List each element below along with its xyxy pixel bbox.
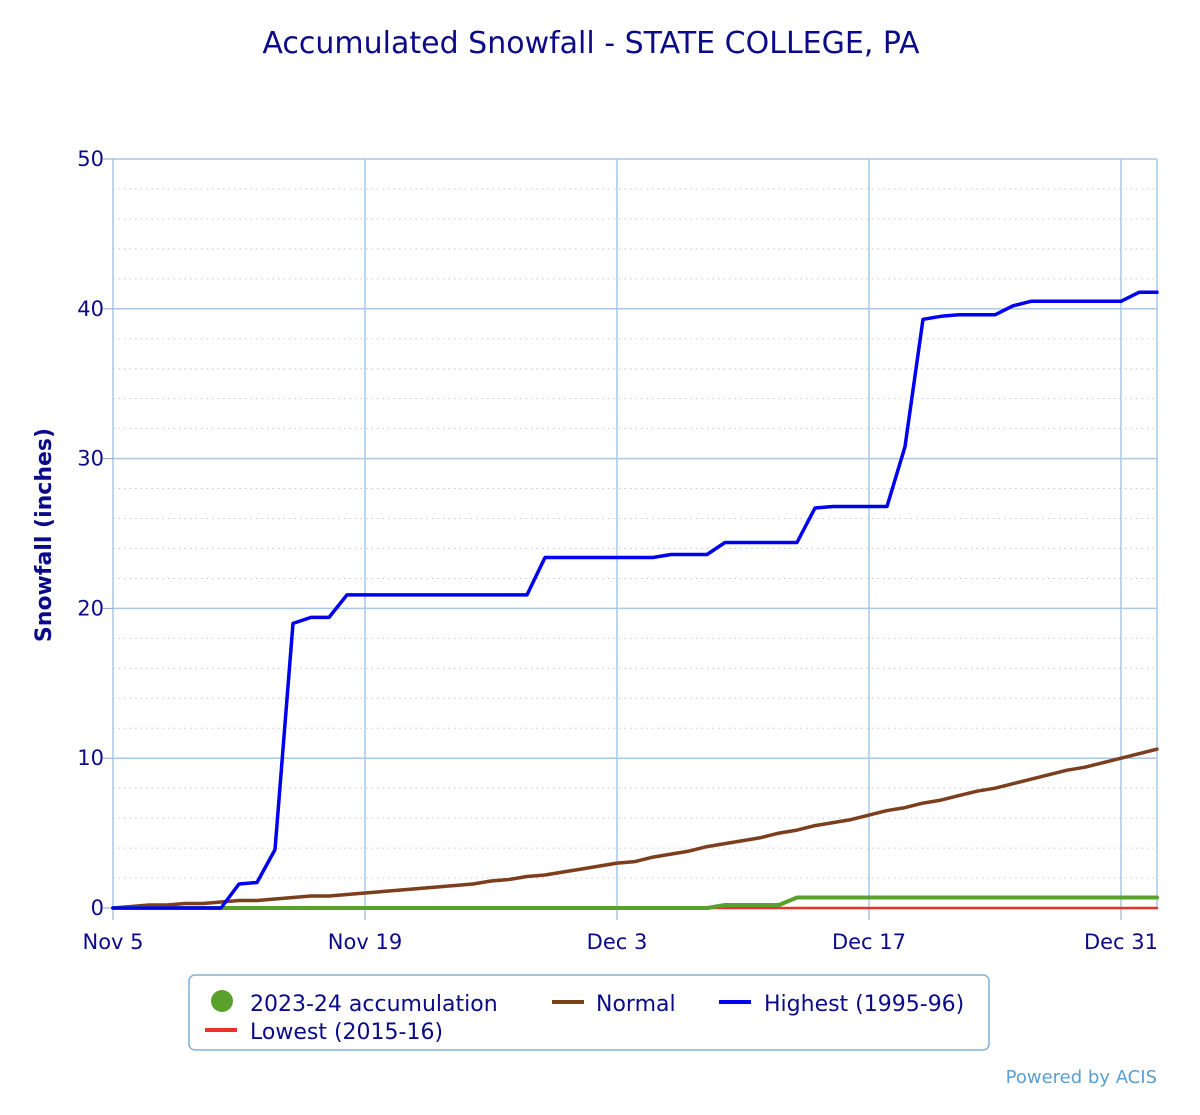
series-lines [111, 290, 1159, 910]
x-tick-label: Dec 31 [1084, 930, 1158, 954]
y-tick-label: 20 [77, 596, 104, 620]
legend-label-accumulation[interactable]: 2023-24 accumulation [250, 992, 498, 1017]
series-normal-line[interactable] [111, 747, 1159, 910]
legend-marker-accumulation[interactable] [211, 990, 233, 1012]
legend-label-highest[interactable]: Highest (1995-96) [764, 992, 964, 1017]
legend-box [188, 974, 990, 1051]
y-tick-label: 30 [77, 447, 104, 471]
series-highest-line[interactable] [111, 290, 1159, 910]
grid [112, 158, 1158, 908]
chart-title: Accumulated Snowfall - STATE COLLEGE, PA [262, 26, 920, 61]
y-tick-label: 0 [91, 896, 104, 920]
x-tick-label: Dec 3 [587, 930, 648, 954]
x-tick-label: Nov 19 [328, 930, 402, 954]
legend-label-normal[interactable]: Normal [596, 992, 676, 1017]
series-accumulation-line[interactable] [111, 895, 1159, 910]
legend-label-lowest[interactable]: Lowest (2015-16) [250, 1020, 443, 1045]
x-tick-label: Nov 5 [82, 930, 143, 954]
y-axis-title: Snowfall (inches) [32, 428, 57, 642]
y-tick-label: 40 [77, 297, 104, 321]
y-tick-label: 50 [77, 147, 104, 171]
credits-link[interactable]: Powered by ACIS [1006, 1067, 1157, 1088]
legend: 2023-24 accumulation Normal Highest (199… [188, 974, 990, 1051]
y-tick-label: 10 [77, 746, 104, 770]
x-tick-label: Dec 17 [832, 930, 906, 954]
